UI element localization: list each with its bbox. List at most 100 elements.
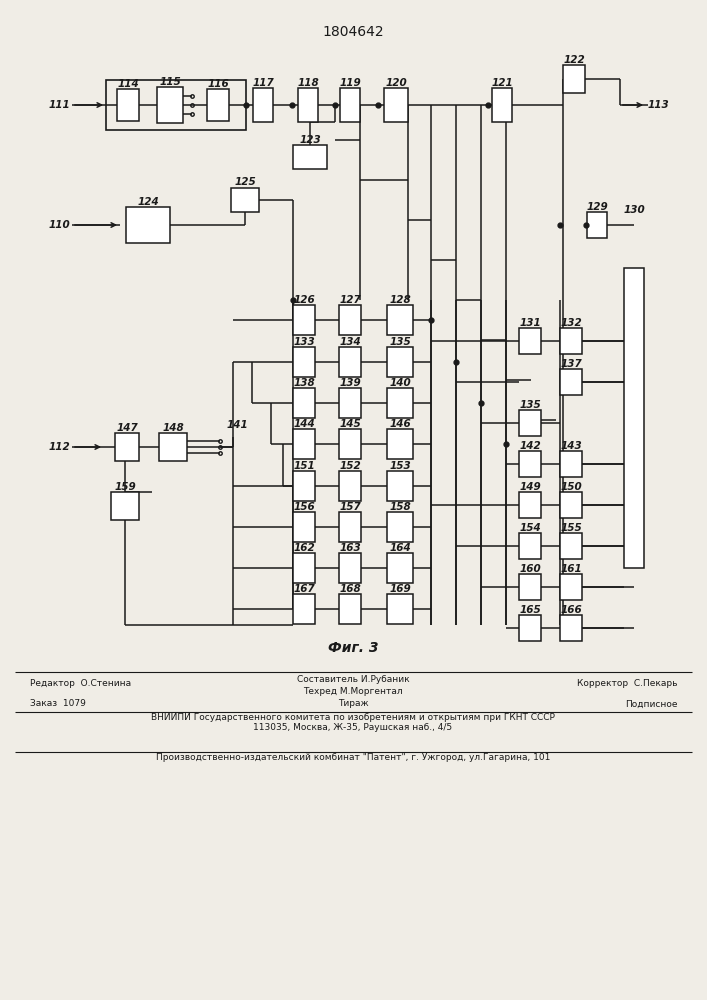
- Text: 131: 131: [519, 318, 541, 328]
- Bar: [387, 429, 413, 459]
- Text: 166: 166: [560, 605, 582, 615]
- Bar: [207, 89, 229, 121]
- Bar: [560, 533, 582, 559]
- Bar: [111, 492, 139, 520]
- Text: 154: 154: [519, 523, 541, 533]
- Text: 116: 116: [207, 79, 229, 89]
- Bar: [293, 553, 315, 583]
- Bar: [339, 429, 361, 459]
- Text: 139: 139: [339, 378, 361, 388]
- Text: 111: 111: [48, 100, 70, 110]
- Bar: [560, 615, 582, 641]
- Bar: [519, 615, 541, 641]
- Bar: [157, 87, 183, 123]
- Bar: [387, 305, 413, 335]
- Text: 148: 148: [162, 423, 184, 433]
- Text: Производственно-издательский комбинат "Патент", г. Ужгород, ул.Гагарина, 101: Производственно-издательский комбинат "П…: [156, 753, 550, 762]
- Bar: [519, 492, 541, 518]
- Bar: [293, 145, 327, 169]
- Bar: [519, 451, 541, 477]
- Text: Подписное: Подписное: [626, 700, 678, 708]
- Text: 168: 168: [339, 584, 361, 594]
- Text: 164: 164: [389, 543, 411, 553]
- Bar: [387, 512, 413, 542]
- Bar: [519, 410, 541, 436]
- Bar: [339, 471, 361, 501]
- Bar: [339, 512, 361, 542]
- Text: 153: 153: [389, 461, 411, 471]
- Bar: [159, 433, 187, 461]
- Text: 119: 119: [339, 78, 361, 88]
- Text: 145: 145: [339, 419, 361, 429]
- Bar: [293, 471, 315, 501]
- Bar: [587, 212, 607, 238]
- Bar: [387, 471, 413, 501]
- Text: 169: 169: [389, 584, 411, 594]
- Text: 113: 113: [648, 100, 670, 110]
- Bar: [339, 594, 361, 624]
- Bar: [339, 347, 361, 377]
- Text: 133: 133: [293, 337, 315, 347]
- Text: 152: 152: [339, 461, 361, 471]
- Text: 149: 149: [519, 482, 541, 492]
- Bar: [387, 553, 413, 583]
- Text: 127: 127: [339, 295, 361, 305]
- Text: 140: 140: [389, 378, 411, 388]
- Bar: [384, 88, 408, 122]
- Text: Тираж: Тираж: [338, 700, 368, 708]
- Text: 158: 158: [389, 502, 411, 512]
- Text: 161: 161: [560, 564, 582, 574]
- Bar: [293, 388, 315, 418]
- Text: 125: 125: [234, 177, 256, 187]
- Text: 1804642: 1804642: [322, 25, 384, 39]
- Text: 118: 118: [297, 78, 319, 88]
- Text: 129: 129: [586, 202, 608, 212]
- Bar: [298, 88, 318, 122]
- Text: Редактор  О.Стенина: Редактор О.Стенина: [30, 680, 131, 688]
- Text: 112: 112: [48, 442, 70, 452]
- Text: 143: 143: [560, 441, 582, 451]
- Bar: [560, 574, 582, 600]
- Text: 137: 137: [560, 359, 582, 369]
- Text: 144: 144: [293, 419, 315, 429]
- Text: 160: 160: [519, 564, 541, 574]
- Text: 114: 114: [117, 79, 139, 89]
- Bar: [117, 89, 139, 121]
- Bar: [106, 80, 246, 130]
- Text: 157: 157: [339, 502, 361, 512]
- Text: 147: 147: [116, 423, 138, 433]
- Text: 132: 132: [560, 318, 582, 328]
- Bar: [293, 347, 315, 377]
- Bar: [293, 305, 315, 335]
- Bar: [560, 492, 582, 518]
- Bar: [387, 347, 413, 377]
- Text: 126: 126: [293, 295, 315, 305]
- Text: 134: 134: [339, 337, 361, 347]
- Bar: [560, 369, 582, 395]
- Text: Фиг. 3: Фиг. 3: [328, 641, 378, 655]
- Text: ВНИИПИ Государственного комитета по изобретениям и открытиям при ГКНТ СССР: ВНИИПИ Государственного комитета по изоб…: [151, 713, 555, 722]
- Bar: [387, 594, 413, 624]
- Text: 123: 123: [299, 135, 321, 145]
- Text: 115: 115: [159, 77, 181, 87]
- Bar: [253, 88, 273, 122]
- Text: 142: 142: [519, 441, 541, 451]
- Text: 150: 150: [560, 482, 582, 492]
- Text: Техред М.Моргентал: Техред М.Моргентал: [303, 688, 403, 696]
- Text: 128: 128: [389, 295, 411, 305]
- Bar: [339, 305, 361, 335]
- Text: 120: 120: [385, 78, 407, 88]
- Text: 130: 130: [623, 205, 645, 215]
- Text: 113035, Москва, Ж-35, Раушская наб., 4/5: 113035, Москва, Ж-35, Раушская наб., 4/5: [253, 723, 452, 732]
- Text: 151: 151: [293, 461, 315, 471]
- Bar: [624, 268, 644, 568]
- Bar: [519, 328, 541, 354]
- Bar: [339, 553, 361, 583]
- Bar: [231, 188, 259, 212]
- Text: 141: 141: [226, 420, 248, 430]
- Bar: [339, 388, 361, 418]
- Text: 135: 135: [389, 337, 411, 347]
- Bar: [560, 328, 582, 354]
- Text: 155: 155: [560, 523, 582, 533]
- Text: 124: 124: [137, 197, 159, 207]
